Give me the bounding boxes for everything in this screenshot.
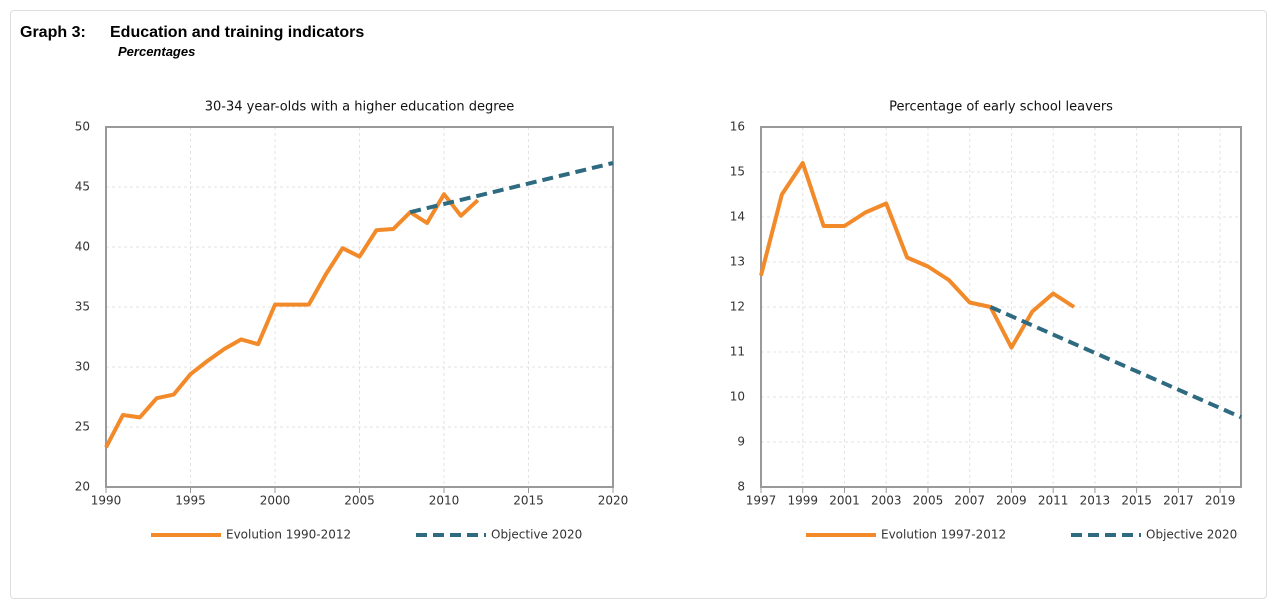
y-tick-label: 15 (730, 165, 745, 179)
y-tick-label: 13 (730, 255, 745, 269)
y-tick-label: 40 (75, 240, 90, 254)
graph-label: Graph 3: (20, 24, 86, 41)
x-tick-label: 2013 (1080, 494, 1111, 508)
legend-label: Objective 2020 (491, 528, 582, 542)
y-tick-label: 16 (730, 120, 745, 134)
x-tick-label: 1997 (746, 494, 777, 508)
x-tick-label: 2001 (829, 494, 860, 508)
y-tick-label: 35 (75, 300, 90, 314)
chart-title: 30-34 year-olds with a higher education … (205, 100, 515, 115)
y-tick-label: 50 (75, 120, 90, 134)
y-tick-label: 30 (75, 360, 90, 374)
legend-label: Objective 2020 (1146, 528, 1237, 542)
x-tick-label: 2003 (871, 494, 902, 508)
y-tick-label: 10 (730, 390, 745, 404)
x-tick-label: 2009 (996, 494, 1027, 508)
y-tick-label: 11 (730, 345, 745, 359)
y-tick-label: 14 (730, 210, 745, 224)
x-tick-label: 1999 (787, 494, 818, 508)
y-tick-label: 8 (737, 480, 745, 494)
x-tick-label: 2005 (344, 494, 375, 508)
x-tick-label: 2019 (1205, 494, 1236, 508)
series-line (409, 161, 614, 215)
x-tick-label: 2010 (429, 494, 460, 508)
x-tick-label: 2007 (954, 494, 985, 508)
x-tick-label: 2000 (260, 494, 291, 508)
x-tick-label: 2015 (1121, 494, 1152, 508)
graph-title: Education and training indicators (110, 24, 365, 41)
x-tick-label: 1995 (175, 494, 206, 508)
legend-label: Evolution 1990-2012 (226, 528, 351, 542)
series-line (989, 305, 1242, 420)
series-line (104, 192, 480, 449)
plot-frame (760, 126, 1242, 488)
x-tick-label: 2017 (1163, 494, 1194, 508)
series-line (759, 161, 1076, 350)
x-tick-label: 1990 (91, 494, 122, 508)
panel-frame (10, 10, 1267, 599)
graph-subtitle: Percentages (118, 44, 196, 59)
x-tick-label: 2011 (1038, 494, 1069, 508)
x-tick-label: 2005 (913, 494, 944, 508)
x-tick-label: 2020 (598, 494, 629, 508)
y-tick-label: 12 (730, 300, 745, 314)
y-tick-label: 45 (75, 180, 90, 194)
y-tick-label: 25 (75, 420, 90, 434)
plot-frame (105, 126, 614, 488)
y-tick-label: 20 (75, 480, 90, 494)
x-tick-label: 2015 (513, 494, 544, 508)
chart-title: Percentage of early school leavers (889, 100, 1113, 115)
y-tick-label: 9 (737, 435, 745, 449)
legend-label: Evolution 1997-2012 (881, 528, 1006, 542)
